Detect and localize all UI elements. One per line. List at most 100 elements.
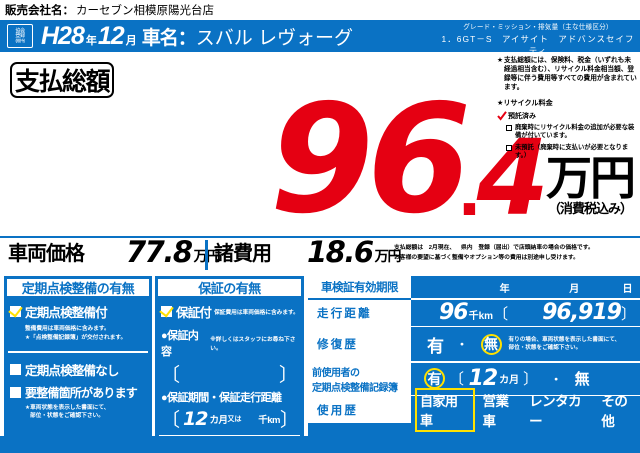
inspection-panel-title: 定期点検整備の有無: [21, 281, 135, 296]
vehicle-price-cell: 車両価格: [8, 243, 85, 265]
car-name-value: スバル レヴォーグ: [195, 27, 353, 49]
fees-cell: 諸費用: [214, 243, 272, 265]
star-glyph-1: ★: [497, 57, 503, 64]
table-row: 前使用者の 定期点検整備記録簿 有 〔 12 カ月 〕 ・ 無: [308, 362, 640, 395]
checkbox-icon-warranty-included[interactable]: [161, 306, 172, 317]
table-row: 車検証有効期限 年 月 日: [308, 276, 640, 298]
repair-history-value-cell: 有 ・ 無 有りの場合、車両状態を表示した書面にて、 部位・状態をご確認下さい。: [411, 332, 640, 357]
paren-open-1: 〔: [161, 365, 181, 386]
month-value: 12: [97, 21, 125, 50]
inspection-expiry-value-cell[interactable]: 年 月 日: [411, 280, 640, 295]
warranty-period-field[interactable]: 〔 12 カ月 又は 千km 〕: [155, 405, 304, 432]
checkbox-icon-inspection-included[interactable]: [10, 306, 21, 317]
inspection-option-included[interactable]: 定期点検整備付: [4, 302, 152, 321]
inspection-expiry-year-unit: 年: [499, 283, 510, 295]
previous-owner-record-months-unit: カ月: [499, 375, 520, 386]
repair-history-yes[interactable]: 有: [427, 336, 444, 356]
warranty-panel-title: 保証の有無: [198, 281, 261, 296]
repair-history-no[interactable]: 無: [480, 333, 502, 355]
recycle-fee-heading: リサイクル料金: [503, 99, 553, 108]
inspection-included-fine-1: 整備費用は車両価格に含みます。: [25, 326, 110, 332]
table-row: 修 復 歴 有 ・ 無 有りの場合、車両状態を表示した書面にて、 部位・状態をご…: [308, 327, 640, 361]
price-unit-block: 万円 （消費税込み）: [546, 151, 636, 219]
inspection-expiry-day-unit: 日: [622, 283, 633, 295]
repair-history-label-cell: 修 復 歴: [308, 327, 411, 361]
badge-line-1: 協会: [15, 27, 25, 34]
warranty-panel: 保証の有無 保証付 保証費用は車両価格に含みます。 ●保証内容 ※詳しくはスタッ…: [155, 276, 304, 453]
periodic-inspection-panel: 定期点検整備の有無 定期点検整備付 整備費用は車両価格に含みます。 ★「点検整備…: [4, 276, 152, 436]
usage-history-label-cell: 使 用 歴: [308, 396, 411, 423]
mileage-value: 96: [439, 300, 469, 325]
recycle-deposited-row[interactable]: 預託済み: [497, 110, 637, 121]
fees-value: 18.6: [307, 235, 374, 269]
recycle-not-deposited-row[interactable]: 未預託（廃棄時に支払いが必要となります。）: [506, 144, 637, 161]
summary-divider: [205, 240, 208, 270]
warranty-content-row: ●保証内容 ※詳しくはスタッフにお尋ね下さい。: [155, 327, 304, 359]
recycle-deposited-label: 預託済み: [508, 112, 536, 120]
vehicle-price-label: 車両価格: [8, 243, 85, 265]
dealer-row: 販売会社名： カーセブン相模原陽光台店: [0, 0, 640, 20]
inspection-included-label: 定期点検整備付: [25, 306, 108, 320]
warranty-content-note: ※詳しくはスタッフにお尋ね下さい。: [210, 337, 296, 352]
total-includes-note: ★ 支払総額には、保険料、税金（いずれも未経過相当含む）、リサイクル料金相当額、…: [497, 57, 637, 92]
checkbox-icon-inspection-none[interactable]: [10, 363, 21, 375]
repairs-needed-fine-1: ★車両状態を表示した書面にて、: [25, 404, 110, 411]
total-includes-text: 支払総額には、保険料、税金（いずれも未経過相当含む）、リサイクル料金相当額、登録…: [504, 57, 637, 91]
recycle-extra-row[interactable]: 廃棄時にリサイクル料金の追加が必要な装備が付いています。: [506, 124, 637, 141]
dealer-name: カーセブン相模原陽光台店: [76, 5, 214, 17]
previous-owner-record-label-1: 前使用者の: [312, 367, 360, 379]
warranty-period-months: 12: [183, 407, 208, 430]
repair-history-fine-2: 部位・状態をご確認下さい。: [508, 345, 582, 351]
checkbox-icon-repairs-needed[interactable]: [10, 386, 21, 398]
warranty-content-field[interactable]: 〔 〕: [155, 360, 304, 387]
usage-private-car[interactable]: 自家用車: [415, 387, 475, 432]
price-unit: 万円: [546, 151, 636, 204]
grade-block: グレード・ミッション・排気量（主な仕様区分） 1．6GT－S アイサイト アドバ…: [440, 21, 636, 57]
month-unit: 月: [125, 34, 137, 47]
table-divider-2: [308, 325, 640, 327]
mileage-value-cell: 96 千km 〔 96,919 〕: [411, 300, 640, 325]
previous-owner-record-label-2: 定期点検整備記録簿: [312, 382, 398, 394]
fees-label: 諸費用: [214, 243, 272, 265]
warranty-panel-divider: [159, 435, 300, 437]
mileage-exact-value: 96,919: [542, 300, 622, 325]
inspection-panel-title-box: 定期点検整備の有無: [7, 279, 149, 296]
repair-history-label: 修 復 歴: [317, 339, 356, 351]
warranty-option-included[interactable]: 保証付 保証費用は車両価格に含みます。: [155, 302, 304, 321]
red-check-icon: [497, 110, 507, 121]
repairs-needed-fine-2: 部位・状態をご確認下さい。: [30, 413, 104, 420]
inspection-option-none[interactable]: 定期点検整備なし: [4, 360, 152, 379]
checkbox-icon-recycle-not-deposited[interactable]: [506, 144, 512, 151]
table-divider-3: [308, 361, 640, 363]
previous-owner-record-no[interactable]: 無: [574, 371, 590, 388]
bottom-blue-strip: [0, 436, 640, 453]
checkbox-icon-recycle-extra[interactable]: [506, 124, 512, 131]
paren-open-2: 〔: [161, 410, 181, 431]
inspection-expiry-label-cell: 車検証有効期限: [308, 276, 411, 298]
inspection-option-repairs-needed[interactable]: 要整備箇所があります: [4, 384, 152, 401]
warranty-period-km-unit: 千km: [258, 414, 280, 426]
table-row: 使 用 歴 自家用車 営業車 レンタカー その他: [308, 387, 640, 432]
inspection-expiry-label: 車検証有効期限: [321, 282, 399, 294]
previous-owner-record-value-cell: 有 〔 12 カ月 〕 ・ 無: [411, 366, 640, 391]
repair-history-fine-1: 有りの場合、車両状態を表示した書面にて、: [508, 336, 621, 343]
inspection-panel-divider: [8, 351, 148, 353]
badge-line-3: (維持): [15, 38, 25, 44]
warranty-period-label: ●保証期間・保証走行距離: [161, 392, 282, 404]
recycle-extra-label: 廃棄時にリサイクル料金の追加が必要な装備が付いています。: [515, 123, 635, 140]
usage-rental-car[interactable]: レンタカー: [529, 393, 582, 429]
grade-value: 1．6GT－S アイサイト アドバンスセイフティ: [441, 34, 635, 56]
price-decimal-separator: .: [458, 142, 481, 232]
usage-commercial-car[interactable]: 営業車: [482, 393, 509, 429]
usage-other[interactable]: その他: [601, 393, 628, 429]
warranty-period-months-unit: カ月: [209, 414, 228, 426]
vehicle-price-value: 77.8: [126, 235, 193, 269]
paren-close-1: 〕: [278, 365, 298, 386]
previous-owner-record-yes[interactable]: 有: [424, 368, 445, 389]
star-glyph-2: ★: [497, 99, 504, 108]
usage-history-label: 使 用 歴: [317, 404, 356, 417]
warranty-included-label: 保証付: [176, 306, 212, 320]
price-summary-row: 車両価格 77.8 万円 諸費用 18.6 万円: [0, 236, 640, 272]
fees-value-cell: 18.6 万円: [307, 235, 402, 269]
warranty-content-label: ●保証内容: [161, 330, 199, 358]
